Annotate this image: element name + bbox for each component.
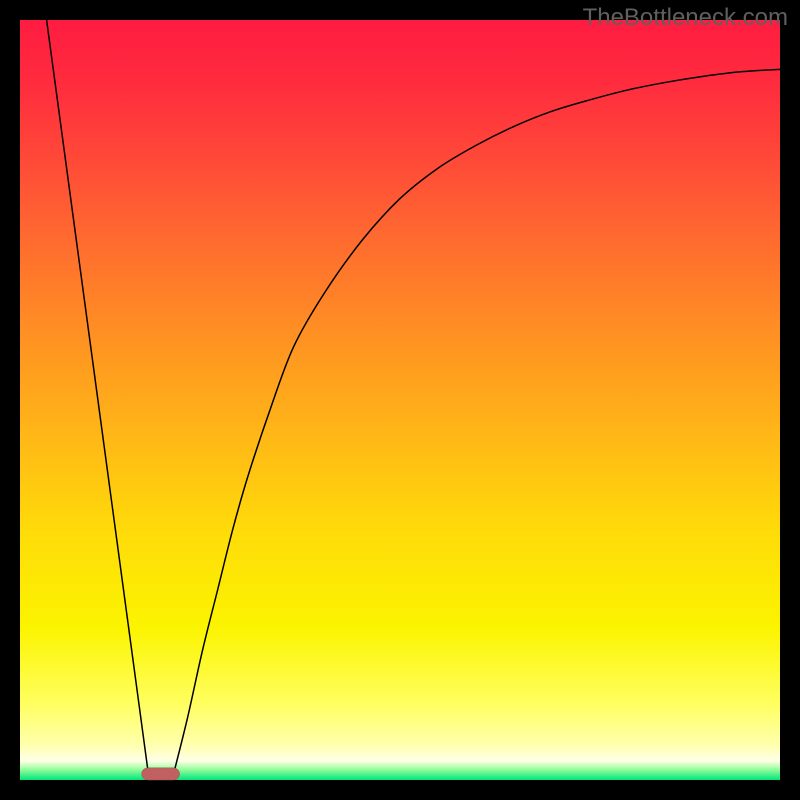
chart-svg	[0, 0, 800, 800]
optimal-point-marker	[142, 768, 180, 780]
bottleneck-chart: TheBottleneck.com	[0, 0, 800, 800]
watermark-text: TheBottleneck.com	[583, 4, 788, 32]
